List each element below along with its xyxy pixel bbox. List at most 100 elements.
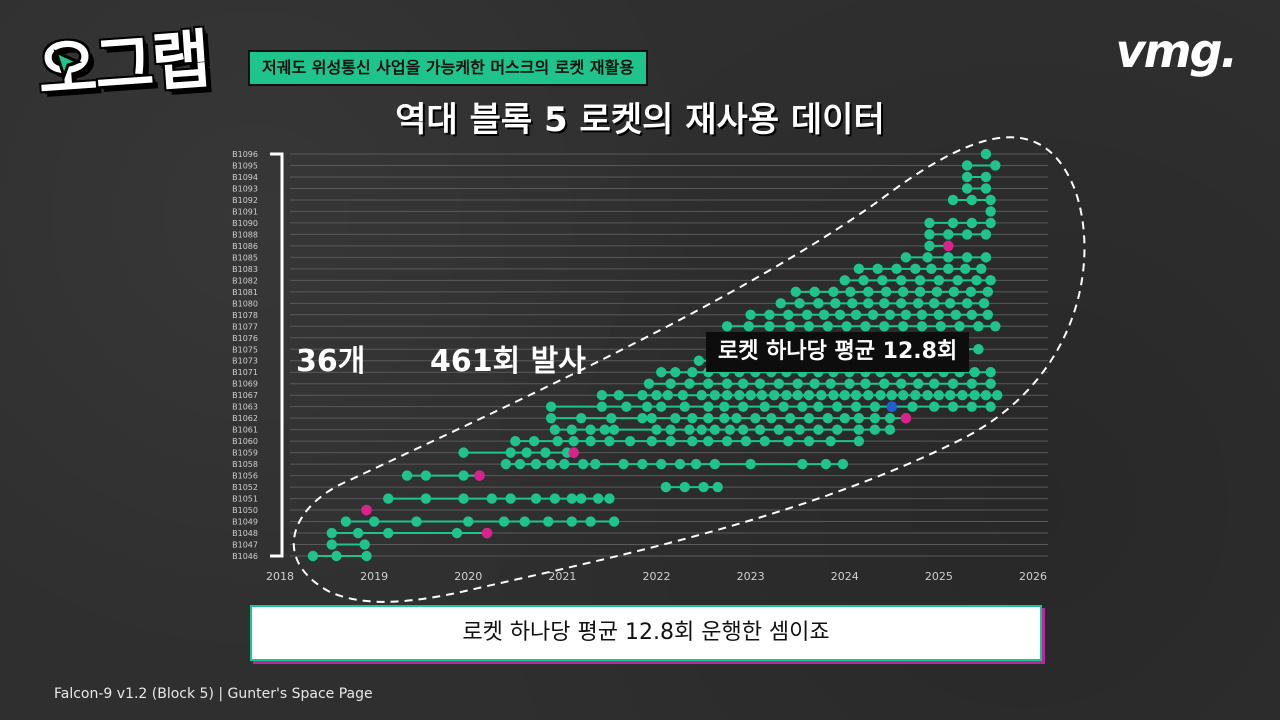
launch-point: [803, 412, 815, 424]
launch-point: [863, 286, 874, 298]
launch-point: [585, 516, 596, 527]
launch-point: [896, 275, 907, 286]
launch-point: [875, 390, 886, 401]
launch-point: [954, 321, 965, 332]
series-B1058: [500, 458, 849, 470]
series-B1062: [545, 412, 912, 424]
y-tick-label: B1059: [232, 449, 258, 458]
launch-point: [745, 458, 756, 470]
y-tick-label: B1091: [232, 207, 258, 216]
series-B1051: [383, 493, 615, 504]
series-B1060: [510, 435, 865, 447]
x-tick-label: 2021: [548, 570, 576, 583]
launch-point: [912, 378, 924, 389]
launch-point: [830, 298, 841, 309]
launch-point: [756, 390, 768, 401]
launch-point: [961, 298, 973, 309]
launch-point: [822, 321, 834, 332]
launch-point: [624, 435, 636, 447]
launch-point: [884, 309, 896, 320]
launch-point: [326, 539, 337, 550]
launch-point: [576, 493, 587, 504]
launch-point: [340, 516, 352, 527]
launch-point: [922, 252, 933, 263]
launch-point: [662, 390, 673, 401]
series-B1082: [839, 275, 996, 286]
launch-point: [754, 378, 766, 389]
launch-point: [886, 390, 898, 401]
launch-point: [458, 493, 469, 504]
launch-point: [646, 435, 657, 447]
highlight-point: [361, 504, 372, 516]
launch-point: [973, 344, 984, 355]
launch-point: [326, 527, 337, 539]
launch-point: [966, 401, 978, 412]
launch-point: [845, 286, 856, 298]
launch-point: [641, 401, 653, 412]
launch-point: [822, 412, 834, 424]
launch-point: [778, 401, 789, 412]
series-B1056: [401, 470, 485, 481]
y-tick-label: B1094: [232, 173, 258, 182]
launch-point: [985, 378, 996, 389]
launch-point: [528, 435, 540, 447]
launch-point: [816, 390, 827, 401]
series-B1092: [947, 194, 996, 206]
launch-point: [809, 378, 820, 389]
booster-count: 36개: [296, 344, 366, 379]
launch-point: [839, 412, 850, 424]
launch-point: [687, 412, 698, 424]
series-B1069: [643, 378, 996, 389]
highlight-point: [943, 240, 954, 252]
launch-point: [608, 424, 620, 435]
y-tick-label: B1076: [232, 334, 258, 343]
y-tick-label: B1080: [232, 299, 258, 308]
launch-point: [651, 390, 662, 401]
y-tick-label: B1096: [232, 150, 258, 159]
y-tick-label: B1062: [232, 414, 258, 423]
y-tick-label: B1052: [232, 483, 258, 492]
launch-point: [651, 424, 662, 435]
y-tick-label: B1060: [232, 437, 258, 446]
launch-point: [721, 390, 733, 401]
launch-point: [961, 171, 973, 183]
launch-point: [928, 298, 940, 309]
launch-point: [985, 217, 996, 229]
launch-point: [985, 275, 996, 286]
series-B1047: [326, 539, 370, 550]
series-B1085: [900, 252, 992, 263]
launch-point: [577, 458, 589, 470]
launch-point: [545, 412, 557, 424]
launch-point: [950, 309, 962, 320]
series-B1046: [307, 550, 372, 562]
launch-point: [709, 458, 721, 470]
y-tick-label: B1093: [232, 184, 258, 193]
launch-point: [897, 286, 909, 298]
launch-point: [530, 458, 542, 470]
launch-point: [980, 229, 992, 240]
launch-point: [486, 493, 497, 504]
launch-point: [880, 286, 892, 298]
launch-point: [943, 229, 954, 240]
launch-point: [604, 435, 615, 447]
launch-point: [530, 493, 542, 504]
launch-point: [879, 378, 890, 389]
launch-point: [566, 424, 577, 435]
launch-point: [687, 367, 698, 378]
y-tick-label: B1046: [232, 552, 258, 561]
launch-point: [879, 298, 890, 309]
launch-point: [709, 424, 721, 435]
launch-point: [947, 194, 959, 206]
launch-point: [712, 481, 723, 493]
launch-point: [679, 481, 690, 493]
launch-point: [703, 378, 714, 389]
launch-point: [721, 378, 733, 389]
launch-point: [910, 390, 921, 401]
launch-point: [850, 309, 862, 320]
launch-point: [792, 378, 803, 389]
launch-point: [754, 424, 766, 435]
launch-point: [352, 527, 364, 539]
launch-point: [596, 401, 608, 412]
launch-point: [982, 286, 994, 298]
launch-point: [947, 401, 959, 412]
